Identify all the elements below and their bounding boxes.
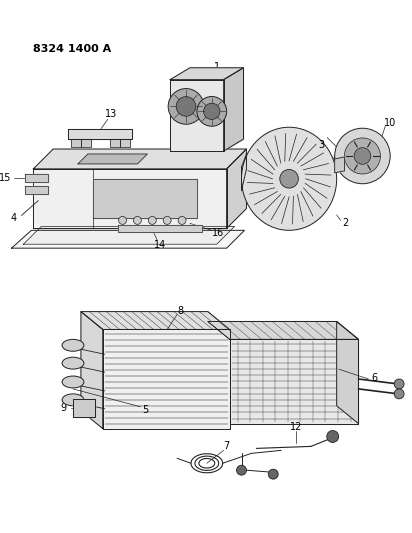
Circle shape [344, 138, 380, 174]
Text: 1: 1 [214, 62, 220, 72]
Ellipse shape [241, 127, 337, 230]
Polygon shape [117, 225, 202, 232]
Polygon shape [335, 157, 344, 173]
Text: 16: 16 [212, 228, 224, 238]
Circle shape [354, 148, 371, 164]
Circle shape [335, 128, 390, 184]
Text: 14: 14 [154, 240, 166, 250]
Polygon shape [81, 312, 229, 329]
Polygon shape [73, 399, 95, 417]
Circle shape [168, 88, 204, 124]
Polygon shape [68, 129, 133, 139]
Text: 13: 13 [105, 109, 117, 119]
Circle shape [204, 103, 220, 119]
Text: 2: 2 [342, 219, 349, 228]
Polygon shape [12, 230, 244, 248]
Circle shape [268, 469, 278, 479]
Polygon shape [229, 340, 358, 424]
Circle shape [176, 96, 196, 116]
Text: 3: 3 [319, 140, 325, 150]
Ellipse shape [62, 376, 84, 388]
Text: 15: 15 [0, 173, 12, 183]
Polygon shape [26, 174, 48, 182]
Circle shape [394, 379, 404, 389]
Circle shape [163, 216, 171, 224]
Polygon shape [33, 149, 246, 169]
Polygon shape [103, 329, 229, 429]
Text: 10: 10 [384, 118, 396, 128]
Circle shape [148, 216, 156, 224]
Polygon shape [23, 227, 234, 244]
Polygon shape [26, 185, 48, 193]
Polygon shape [78, 154, 147, 164]
Polygon shape [33, 169, 227, 228]
Circle shape [178, 216, 186, 224]
Polygon shape [93, 179, 197, 219]
Polygon shape [71, 139, 81, 147]
Circle shape [197, 96, 227, 126]
Text: 8: 8 [177, 305, 183, 316]
Text: 4: 4 [10, 213, 16, 223]
Polygon shape [227, 149, 246, 228]
Polygon shape [81, 312, 103, 429]
Polygon shape [241, 154, 246, 191]
Polygon shape [170, 68, 243, 79]
Polygon shape [81, 139, 91, 147]
Text: 6: 6 [371, 373, 377, 383]
Text: 9: 9 [60, 403, 66, 413]
Circle shape [119, 216, 126, 224]
Polygon shape [119, 139, 129, 147]
Polygon shape [110, 139, 119, 147]
Text: 7: 7 [224, 441, 230, 451]
Circle shape [394, 389, 404, 399]
Circle shape [133, 216, 141, 224]
Text: 5: 5 [142, 405, 148, 415]
Polygon shape [208, 321, 358, 340]
Polygon shape [337, 321, 358, 424]
Polygon shape [224, 68, 243, 151]
Circle shape [327, 431, 339, 442]
Text: 11: 11 [344, 147, 357, 157]
Ellipse shape [62, 340, 84, 351]
Circle shape [236, 465, 246, 475]
Circle shape [280, 169, 298, 188]
Text: 8324 1400 A: 8324 1400 A [33, 44, 112, 54]
Ellipse shape [62, 394, 84, 406]
Polygon shape [170, 79, 224, 151]
Ellipse shape [62, 357, 84, 369]
Text: 12: 12 [290, 422, 302, 432]
